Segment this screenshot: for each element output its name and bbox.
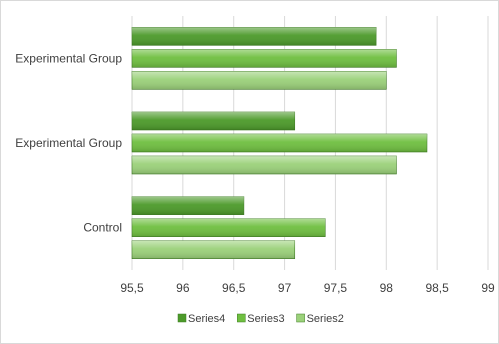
bars <box>131 27 428 259</box>
bar-highlight <box>132 112 295 130</box>
bar-highlight <box>132 134 427 152</box>
bar-highlight <box>132 240 295 259</box>
bar-highlight <box>132 27 377 46</box>
bar-highlight <box>132 49 397 68</box>
bar-highlight <box>132 196 244 215</box>
x-tick-label: 95,5 <box>120 281 144 295</box>
legend: Series4 Series3 Series2 <box>177 313 344 325</box>
legend-swatch <box>177 313 187 323</box>
category-labels: Control Experimental Group Experimental Gr… <box>15 51 122 234</box>
x-tick-label: 97 <box>278 281 292 295</box>
x-tick-labels: 95,5 96 96,5 97 97,5 98 98,5 99 <box>120 281 495 295</box>
legend-label: Series3 <box>247 313 284 325</box>
bar-highlight <box>132 218 326 237</box>
bar-highlight <box>132 71 387 90</box>
legend-swatch <box>296 313 305 323</box>
legend-label: Series2 <box>307 313 344 325</box>
x-tick-label: 98 <box>380 281 394 295</box>
x-tick-label: 99 <box>481 281 495 295</box>
legend-label: Series4 <box>188 313 225 325</box>
x-tick-label: 98,5 <box>425 281 449 295</box>
category-label: Experimental Group <box>15 136 122 150</box>
x-tick-label: 96 <box>176 281 190 295</box>
category-label: Experimental Group <box>15 51 122 65</box>
x-tick-label: 97,5 <box>324 281 348 295</box>
category-label: Control <box>83 221 122 235</box>
bar-highlight <box>132 156 397 174</box>
x-tick-label: 96,5 <box>222 281 246 295</box>
legend-swatch <box>237 313 246 323</box>
